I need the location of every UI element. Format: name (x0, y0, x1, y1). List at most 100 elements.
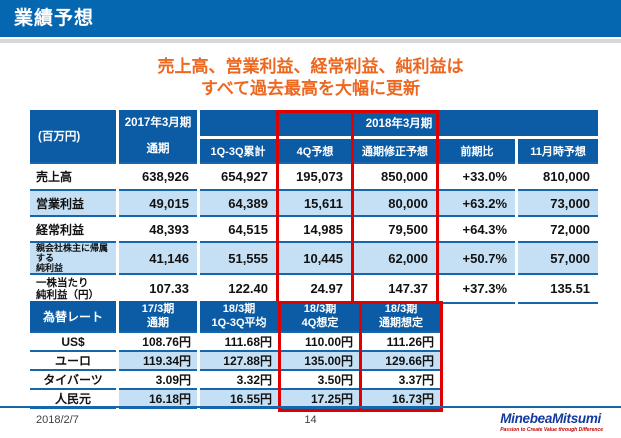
earnings-table-wrap: (百万円) 2017年3月期 通期 2018年3月期 1Q-3Q累計 4Q予想 … (27, 110, 601, 307)
footer-date: 2018/2/7 (36, 414, 79, 426)
cell-value: 79,500 (354, 215, 436, 241)
fy2017-header-line2: 通期 (146, 143, 170, 155)
fx-cell-value: 3.50円 (281, 369, 359, 388)
headline-line2: すべて過去最高を大幅に更新 (200, 79, 421, 98)
row-label: 一株当たり 純利益（円） (30, 273, 116, 304)
fx-row-usd: US$ 108.76円 111.68円 110.00円 111.26円 (30, 331, 440, 350)
fx-col-header-fullyear: 18/3期 通期想定 (362, 301, 440, 331)
cell-value: 72,000 (518, 215, 599, 241)
fx-row-thai-baht: タイバーツ 3.09円 3.32円 3.50円 3.37円 (30, 369, 440, 388)
row-label-line2: 純利益 (36, 263, 64, 273)
cell-value: 135.51 (518, 273, 599, 304)
fx-cell-value: 110.00円 (281, 331, 359, 350)
fx-cell-value: 17.25円 (281, 388, 359, 409)
fx-col-header-fy17: 17/3期 通期 (119, 301, 197, 331)
fx-header-line1: 17/3期 (141, 303, 175, 315)
cell-value: 80,000 (354, 189, 436, 215)
footer-divider (0, 406, 621, 408)
cell-value: 195,073 (279, 162, 351, 189)
col-header-1q3q: 1Q-3Q累計 (200, 136, 276, 162)
headline-line1: 売上高、営業利益、経常利益、純利益は (157, 57, 464, 76)
row-label-line2: 純利益（円） (36, 288, 99, 301)
cell-value: 15,611 (279, 189, 351, 215)
cell-value: +33.0% (439, 162, 515, 189)
cell-value: 57,000 (518, 241, 599, 273)
fx-cell-value: 3.32円 (200, 369, 278, 388)
fx-row-label: 人民元 (30, 388, 116, 409)
col-header-yoy: 前期比 (439, 136, 515, 162)
fy2017-header: 2017年3月期 通期 (119, 110, 197, 162)
cell-value: +63.2% (439, 189, 515, 215)
fx-cell-value: 108.76円 (119, 331, 197, 350)
table-row-operating-income: 営業利益 49,015 64,389 15,611 80,000 +63.2% … (30, 189, 599, 215)
fx-cell-value: 111.68円 (200, 331, 278, 350)
logo-tagline: Passion to Create Value through Differen… (500, 427, 603, 433)
fx-table-wrap: 為替レート 17/3期 通期 18/3期 1Q-3Q平均 18/3期 4Q想定 … (27, 301, 443, 412)
row-label-line1: 親会社株主に帰属する (36, 243, 109, 263)
cell-value: 147.37 (354, 273, 436, 304)
cell-value: 850,000 (354, 162, 436, 189)
fx-cell-value: 3.37円 (362, 369, 440, 388)
cell-value: +37.3% (439, 273, 515, 304)
row-label: 売上高 (30, 162, 116, 189)
cell-value: 73,000 (518, 189, 599, 215)
fx-cell-value: 119.34円 (119, 350, 197, 369)
cell-value: 107.33 (119, 273, 197, 304)
page-number: 14 (304, 414, 317, 426)
table-row-net-income: 親会社株主に帰属する 純利益 41,146 51,555 10,445 62,0… (30, 241, 599, 273)
fx-row-euro: ユーロ 119.34円 127.88円 135.00円 129.66円 (30, 350, 440, 369)
fx-header-line2: 1Q-3Q平均 (211, 317, 267, 329)
fx-col-header-1q3q: 18/3期 1Q-3Q平均 (200, 301, 278, 331)
fx-cell-value: 129.66円 (362, 350, 440, 369)
fx-row-rmb: 人民元 16.18円 16.55円 17.25円 16.73円 (30, 388, 440, 409)
table-row-net-sales: 売上高 638,926 654,927 195,073 850,000 +33.… (30, 162, 599, 189)
cell-value: 14,985 (279, 215, 351, 241)
logo-wordmark: MinebeaMitsumi (500, 411, 602, 426)
col-header-revised-forecast: 通期修正予想 (354, 136, 436, 162)
company-logo: MinebeaMitsumi Passion to Create Value t… (500, 411, 603, 433)
col-header-nov-forecast: 11月時予想 (518, 136, 599, 162)
cell-value: 638,926 (119, 162, 197, 189)
fx-row-label: タイバーツ (30, 369, 116, 388)
fx-header-line2: 4Q想定 (301, 317, 339, 329)
fx-header-line1: 18/3期 (303, 303, 337, 315)
fx-row-label: US$ (30, 331, 116, 350)
fy2018-group-header: 2018年3月期 (200, 110, 599, 136)
row-label: 経常利益 (30, 215, 116, 241)
headline: 売上高、営業利益、経常利益、純利益は すべて過去最高を大幅に更新 (0, 56, 621, 100)
cell-value: 64,389 (200, 189, 276, 215)
fx-col-header-4q: 18/3期 4Q想定 (281, 301, 359, 331)
cell-value: 41,146 (119, 241, 197, 273)
fx-cell-value: 16.18円 (119, 388, 197, 409)
row-label: 営業利益 (30, 189, 116, 215)
fx-table-title: 為替レート (30, 301, 116, 331)
fx-header-line1: 18/3期 (222, 303, 256, 315)
fx-header-line2: 通期 (147, 317, 169, 329)
cell-value: 51,555 (200, 241, 276, 273)
fx-cell-value: 16.73円 (362, 388, 440, 409)
slide-title-bar: 業績予想 (0, 0, 621, 37)
slide-title: 業績予想 (14, 8, 95, 29)
cell-value: 10,445 (279, 241, 351, 273)
cell-value: +50.7% (439, 241, 515, 273)
fx-cell-value: 127.88円 (200, 350, 278, 369)
cell-value: 810,000 (518, 162, 599, 189)
fx-row-label: ユーロ (30, 350, 116, 369)
fx-cell-value: 16.55円 (200, 388, 278, 409)
cell-value: +64.3% (439, 215, 515, 241)
fx-header-line1: 18/3期 (384, 303, 418, 315)
cell-value: 49,015 (119, 189, 197, 215)
fx-table: 為替レート 17/3期 通期 18/3期 1Q-3Q平均 18/3期 4Q想定 … (27, 301, 443, 409)
fx-cell-value: 111.26円 (362, 331, 440, 350)
row-label-line1: 一株当たり (36, 276, 89, 289)
unit-header: (百万円) (30, 110, 116, 162)
fx-cell-value: 135.00円 (281, 350, 359, 369)
cell-value: 64,515 (200, 215, 276, 241)
cell-value: 48,393 (119, 215, 197, 241)
cell-value: 62,000 (354, 241, 436, 273)
fx-header-line2: 通期想定 (379, 317, 423, 329)
fx-cell-value: 3.09円 (119, 369, 197, 388)
row-label: 親会社株主に帰属する 純利益 (30, 241, 116, 273)
table-row-ordinary-income: 経常利益 48,393 64,515 14,985 79,500 +64.3% … (30, 215, 599, 241)
